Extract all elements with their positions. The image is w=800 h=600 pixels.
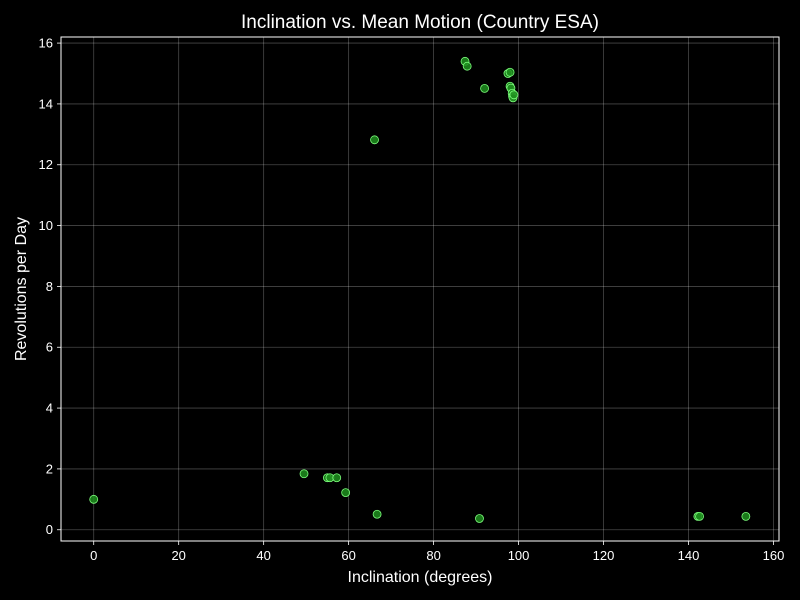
data-point [332, 473, 342, 483]
y-tick-label: 6 [46, 340, 53, 355]
data-point [505, 67, 515, 77]
data-point [480, 84, 489, 93]
data-point [372, 509, 382, 519]
data-point [89, 494, 99, 504]
x-tick-label: 80 [426, 548, 440, 563]
y-tick-label: 12 [39, 157, 53, 172]
data-point [370, 135, 379, 145]
data-points [89, 56, 751, 523]
x-axis-label: Inclination (degrees) [348, 569, 493, 586]
y-tick-label: 16 [39, 36, 53, 51]
data-point [462, 61, 472, 71]
y-axis-label: Revolutions per Day [13, 217, 30, 361]
x-tick-label: 100 [508, 548, 530, 563]
y-tick-label: 0 [46, 522, 53, 537]
data-point [299, 469, 309, 479]
data-point [341, 488, 351, 498]
y-tick-label: 4 [46, 401, 53, 416]
y-tick-label: 8 [46, 279, 53, 294]
x-tick-label: 0 [90, 548, 97, 563]
data-point [741, 511, 751, 521]
x-tick-label: 140 [678, 548, 700, 563]
x-tick-label: 40 [256, 548, 270, 563]
data-point [695, 511, 704, 521]
x-tick-label: 20 [171, 548, 185, 563]
data-point [509, 90, 519, 100]
plot-frame [60, 36, 780, 542]
data-point [475, 514, 484, 523]
chart-title: Inclination vs. Mean Motion (Country ESA… [241, 12, 599, 33]
x-tick-label: 60 [341, 548, 355, 563]
x-tick-label: 160 [763, 548, 785, 563]
y-tick-label: 2 [46, 461, 53, 476]
y-tick-label: 14 [39, 96, 53, 111]
grid [61, 37, 779, 541]
x-tick-label: 120 [593, 548, 615, 563]
axis-ticks: 0 20 40 60 80 100 120 140 160 0 2 4 6 8 10 12 14 16 [39, 36, 785, 563]
y-tick-label: 10 [39, 218, 53, 233]
